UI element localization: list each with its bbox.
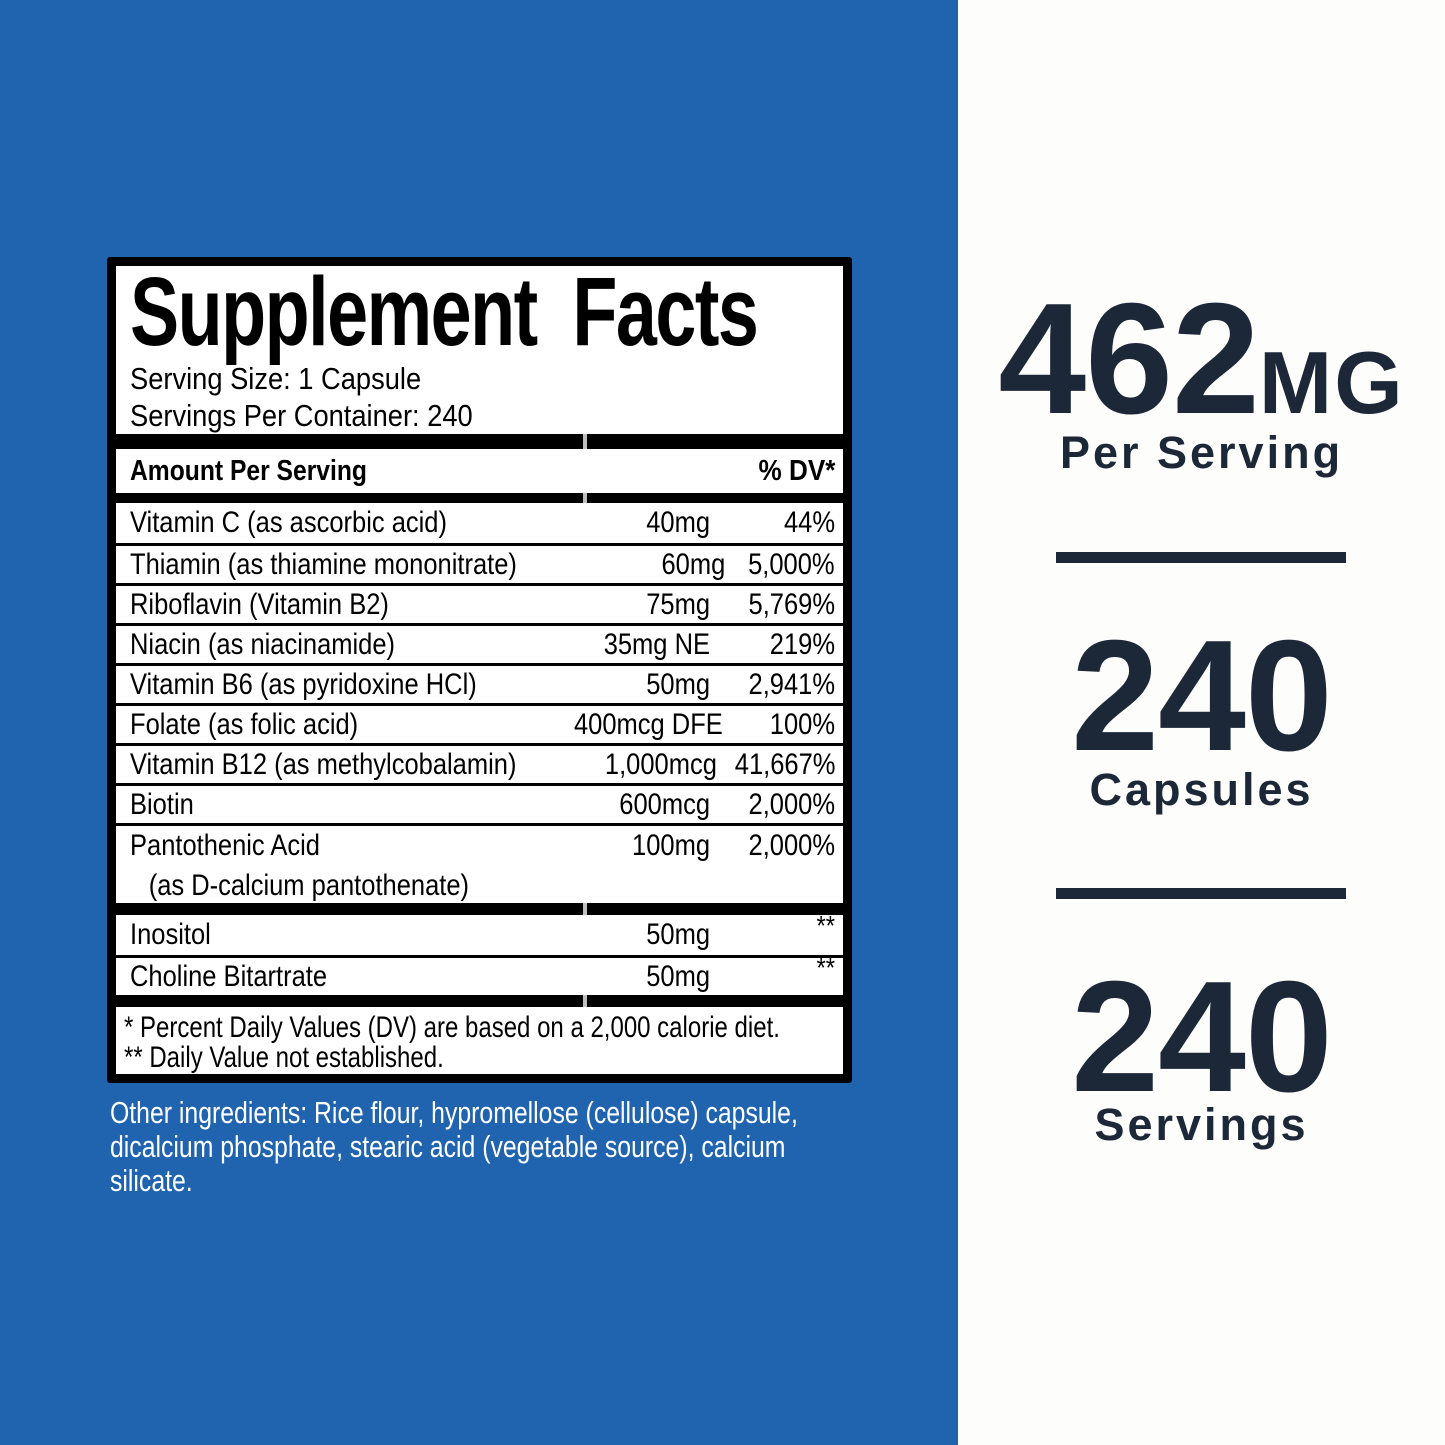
fact-row: Choline Bitartrate 50mg ** <box>116 951 843 995</box>
fact-name: Choline Bitartrate <box>130 959 328 993</box>
fact-amount: 100mg <box>632 829 710 862</box>
fact-dv: 44% <box>783 506 835 539</box>
fact-name-sub: (as D-calcium pantothenate) <box>148 869 470 902</box>
serving-info: Serving Size: 1 Capsule Servings Per Con… <box>130 360 843 434</box>
thick-divider-bar <box>116 903 843 915</box>
other-ingredients-line: dicalcium phosphate, stearic acid (veget… <box>110 1129 786 1164</box>
capsule-count-stat: 240 <box>958 617 1445 775</box>
fact-dv: 100% <box>769 707 835 741</box>
servings-count-stat: 240 <box>958 958 1445 1116</box>
footnote-daily-values: * Percent Daily Values (DV) are based on… <box>124 1011 780 1044</box>
fact-name: Vitamin C (as ascorbic acid) <box>130 506 447 539</box>
fact-dv: 41,667% <box>734 747 835 781</box>
fact-row: Vitamin B6 (as pyridoxine HCl) 50mg 2,941% <box>116 663 843 703</box>
stat-divider <box>1056 552 1346 563</box>
fact-amount: 600mcg <box>619 787 710 821</box>
fact-amount: 50mg <box>646 918 710 951</box>
fact-row: Vitamin B12 (as methylcobalamin) 1,000mcg… <box>116 743 843 783</box>
fact-row: Pantothenic Acid (as D-calcium pantothena… <box>116 823 843 903</box>
fact-name: Folate (as folic acid) <box>130 707 359 741</box>
fact-dv: 5,000% <box>748 547 835 581</box>
supplement-facts-title: Supplement Facts <box>130 257 759 366</box>
fact-dv: 2,941% <box>748 667 835 701</box>
amount-per-serving-label: Amount Per Serving <box>130 454 367 487</box>
thin-divider-bar <box>116 493 843 503</box>
facts-rows-secondary: Inositol 50mg ** Choline Bitartrate 50mg ** <box>116 910 843 995</box>
serving-size-text: Serving Size: 1 Capsule <box>130 361 422 396</box>
fact-amount: 50mg <box>646 959 710 993</box>
fact-amount: 75mg <box>646 587 710 621</box>
fact-dv: 219% <box>769 627 835 661</box>
thick-divider-bar <box>116 434 843 449</box>
per-serving-amount-stat: 462MG <box>958 280 1445 438</box>
fact-amount: 400mcg DFE <box>574 707 723 741</box>
other-ingredients-text: Other ingredients: Rice flour, hypromell… <box>110 1096 910 1198</box>
footnotes: * Percent Daily Values (DV) are based on… <box>124 1013 843 1073</box>
fact-dv: 5,769% <box>748 587 835 621</box>
fact-name: Riboflavin (Vitamin B2) <box>130 587 389 621</box>
fact-row: Vitamin C (as ascorbic acid) 40mg 44% <box>116 503 843 543</box>
stat-unit: MG <box>1258 333 1405 432</box>
fact-name: Pantothenic Acid (as D-calcium pantothena… <box>130 826 487 906</box>
fact-amount: 35mg NE <box>603 627 710 661</box>
stat-value: 240 <box>1071 608 1333 784</box>
per-serving-label: Per Serving <box>1059 427 1344 478</box>
footnote-not-established: ** Daily Value not established. <box>124 1041 444 1074</box>
stat-value: 462 <box>998 271 1260 447</box>
capsules-label: Capsules <box>1089 764 1314 815</box>
fact-dv: ** <box>816 910 835 941</box>
fact-name: Biotin <box>130 787 194 821</box>
fact-name: Inositol <box>130 918 211 951</box>
fact-name: Niacin (as niacinamide) <box>130 627 396 661</box>
fact-amount: 50mg <box>646 667 710 701</box>
other-ingredients-line: Other ingredients: Rice flour, hypromell… <box>110 1095 798 1130</box>
servings-label: Servings <box>1094 1099 1309 1150</box>
servings-per-container-text: Servings Per Container: 240 <box>130 398 473 433</box>
fact-amount: 60mg <box>661 547 726 581</box>
stat-divider <box>1056 888 1346 899</box>
other-ingredients-line: silicate. <box>110 1163 193 1198</box>
facts-rows-main: Vitamin C (as ascorbic acid) 40mg 44% Thiam… <box>116 503 843 903</box>
fact-row: Riboflavin (Vitamin B2) 75mg 5,769% <box>116 583 843 623</box>
fact-name: Thiamin (as thiamine mononitrate) <box>130 547 517 581</box>
facts-header-row: Amount Per Serving % DV* <box>116 449 843 493</box>
fact-row: Niacin (as niacinamide) 35mg NE 219% <box>116 623 843 663</box>
fact-amount: 1,000mcg <box>604 747 717 781</box>
supplement-facts-panel: Supplement Facts Serving Size: 1 Capsule… <box>107 257 852 1083</box>
fact-dv: 2,000% <box>748 829 835 862</box>
right-info-panel: 462MG Per Serving 240 Capsules 240 Servi… <box>958 0 1445 1445</box>
fact-row: Biotin 600mcg 2,000% <box>116 783 843 823</box>
fact-row: Inositol 50mg ** <box>116 910 843 955</box>
fact-row: Folate (as folic acid) 400mcg DFE 100% <box>116 703 843 743</box>
fact-name: Vitamin B12 (as methylcobalamin) <box>130 747 517 781</box>
stat-value: 240 <box>1071 949 1333 1125</box>
thick-divider-bar <box>116 995 843 1007</box>
fact-amount: 40mg <box>646 506 710 539</box>
fact-dv: ** <box>816 951 835 983</box>
fact-name: Vitamin B6 (as pyridoxine HCl) <box>130 667 477 701</box>
fact-row: Thiamin (as thiamine mononitrate) 60mg 5,0… <box>116 543 843 583</box>
percent-dv-label: % DV* <box>758 454 835 487</box>
fact-dv: 2,000% <box>748 787 835 821</box>
